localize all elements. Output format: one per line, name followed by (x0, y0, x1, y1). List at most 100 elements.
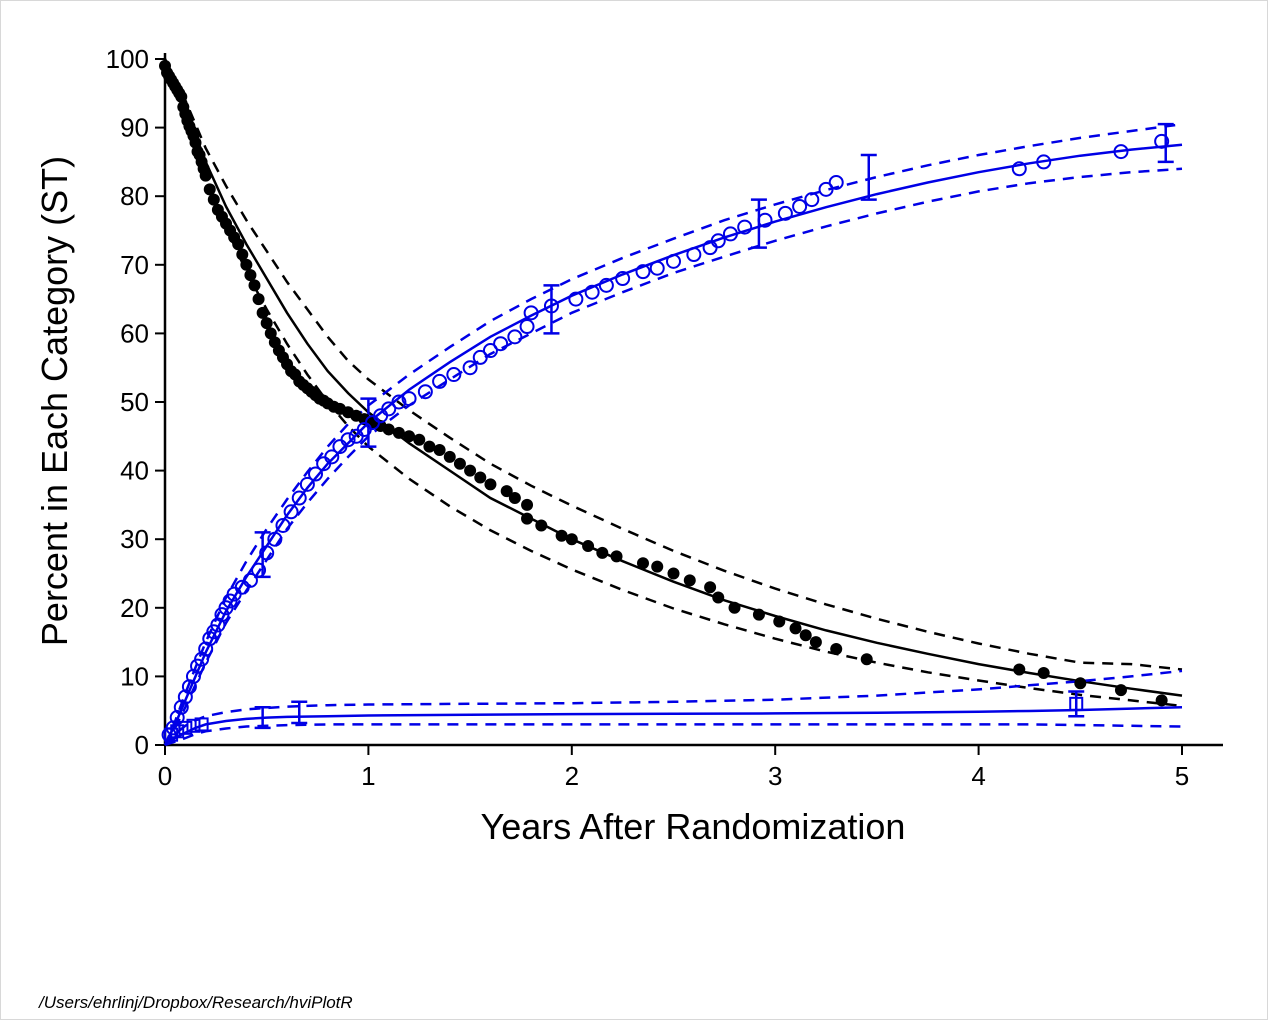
black-data-point (382, 423, 395, 436)
blue-circle-point (381, 401, 397, 417)
blue-circle-point (828, 174, 844, 190)
y-tick-label: 80 (120, 181, 149, 211)
black-data-point (809, 636, 822, 649)
black-data-point (789, 622, 802, 635)
black-data-point (453, 457, 466, 470)
blue-circle-point (804, 192, 820, 208)
black-data-point (474, 471, 487, 484)
black-data-point (508, 492, 521, 505)
blue-circle-point (259, 545, 275, 561)
y-tick-label: 100 (106, 44, 149, 74)
black-data-point (500, 485, 513, 498)
blue-square-point (186, 718, 201, 733)
black-data-point (203, 183, 216, 196)
black-data-point (752, 608, 765, 621)
x-tick-label: 3 (768, 761, 782, 791)
black-data-point (799, 629, 812, 642)
black-data-point (651, 560, 664, 573)
black-data-point (667, 567, 680, 580)
fit-curves (163, 58, 1183, 747)
blue-circle-point (251, 562, 267, 578)
blue-circle-point (391, 394, 407, 410)
black-data-point (565, 533, 578, 546)
black-data-point (207, 193, 220, 206)
blue-circle-point (1036, 154, 1052, 170)
data-points (159, 59, 1170, 743)
black-data-point (413, 433, 426, 446)
blue-circle-point (635, 264, 651, 280)
y-tick-label: 60 (120, 318, 149, 348)
black-data-point (1114, 684, 1127, 697)
blue-circle-point (710, 233, 726, 249)
blue-square-point (194, 717, 209, 732)
blue-circle-point (267, 531, 283, 547)
black-data-point (264, 327, 277, 340)
black-data-point (240, 258, 253, 271)
blue-circles-fit-lower-ci (163, 167, 1183, 746)
black-data-point (260, 317, 273, 330)
x-tick-label: 0 (158, 761, 172, 791)
y-tick-label: 30 (120, 524, 149, 554)
black-data-point (236, 248, 249, 261)
blue-circle-point (777, 205, 793, 221)
blue-circle-point (242, 572, 258, 588)
black-data-point (248, 279, 261, 292)
blue-circle-point (792, 198, 808, 214)
black-data-point (1155, 694, 1168, 707)
blue-circle-point (818, 181, 834, 197)
blue-circle-point (299, 476, 315, 492)
black-data-point (830, 642, 843, 655)
blue-squares-fit-upper-ci (164, 669, 1183, 746)
black-data-point (860, 653, 873, 666)
black-fit-lower-ci (163, 58, 1183, 708)
blue-circle-point (598, 277, 614, 293)
black-data-point (555, 529, 568, 542)
x-tick-label: 5 (1175, 761, 1189, 791)
blue-circle-point (722, 226, 738, 242)
blue-circle-point (686, 247, 702, 263)
black-data-point (712, 591, 725, 604)
black-data-point (403, 430, 416, 443)
blue-circle-point (507, 329, 523, 345)
blue-circle-point (1154, 133, 1170, 149)
black-data-point (683, 574, 696, 587)
black-data-point (484, 478, 497, 491)
blue-circle-point (737, 219, 753, 235)
blue-circle-point (543, 298, 559, 314)
y-tick-label: 20 (120, 593, 149, 623)
error-bars (254, 122, 1174, 730)
blue-circle-point (523, 305, 539, 321)
x-tick-label: 2 (565, 761, 579, 791)
y-tick-label: 70 (120, 250, 149, 280)
blue-circle-point (1011, 161, 1027, 177)
blue-circle-point (401, 391, 417, 407)
black-data-point (175, 90, 188, 103)
black-data-point (535, 519, 548, 532)
black-data-point (596, 546, 609, 559)
blue-circle-point (446, 367, 462, 383)
blue-circle-point (275, 517, 291, 533)
black-data-point (256, 306, 269, 319)
black-data-point (1074, 677, 1087, 690)
blue-square-point (170, 724, 185, 739)
blue-circle-point (340, 432, 356, 448)
blue-circle-point (1113, 144, 1129, 160)
y-tick-label: 40 (120, 456, 149, 486)
blue-circle-point (417, 384, 433, 400)
black-data-point (704, 581, 717, 594)
x-axis-title: Years After Randomization (481, 806, 906, 847)
blue-circle-point (462, 360, 478, 376)
black-data-point (464, 464, 477, 477)
black-data-point (252, 293, 265, 306)
blue-circle-point (568, 291, 584, 307)
blue-circle-point (283, 504, 299, 520)
x-tick-label: 1 (361, 761, 375, 791)
y-tick-label: 0 (135, 730, 149, 760)
blue-square-point (1069, 696, 1084, 711)
black-data-point (773, 615, 786, 628)
black-data-point (1037, 666, 1050, 679)
blue-circle-point (519, 319, 535, 335)
